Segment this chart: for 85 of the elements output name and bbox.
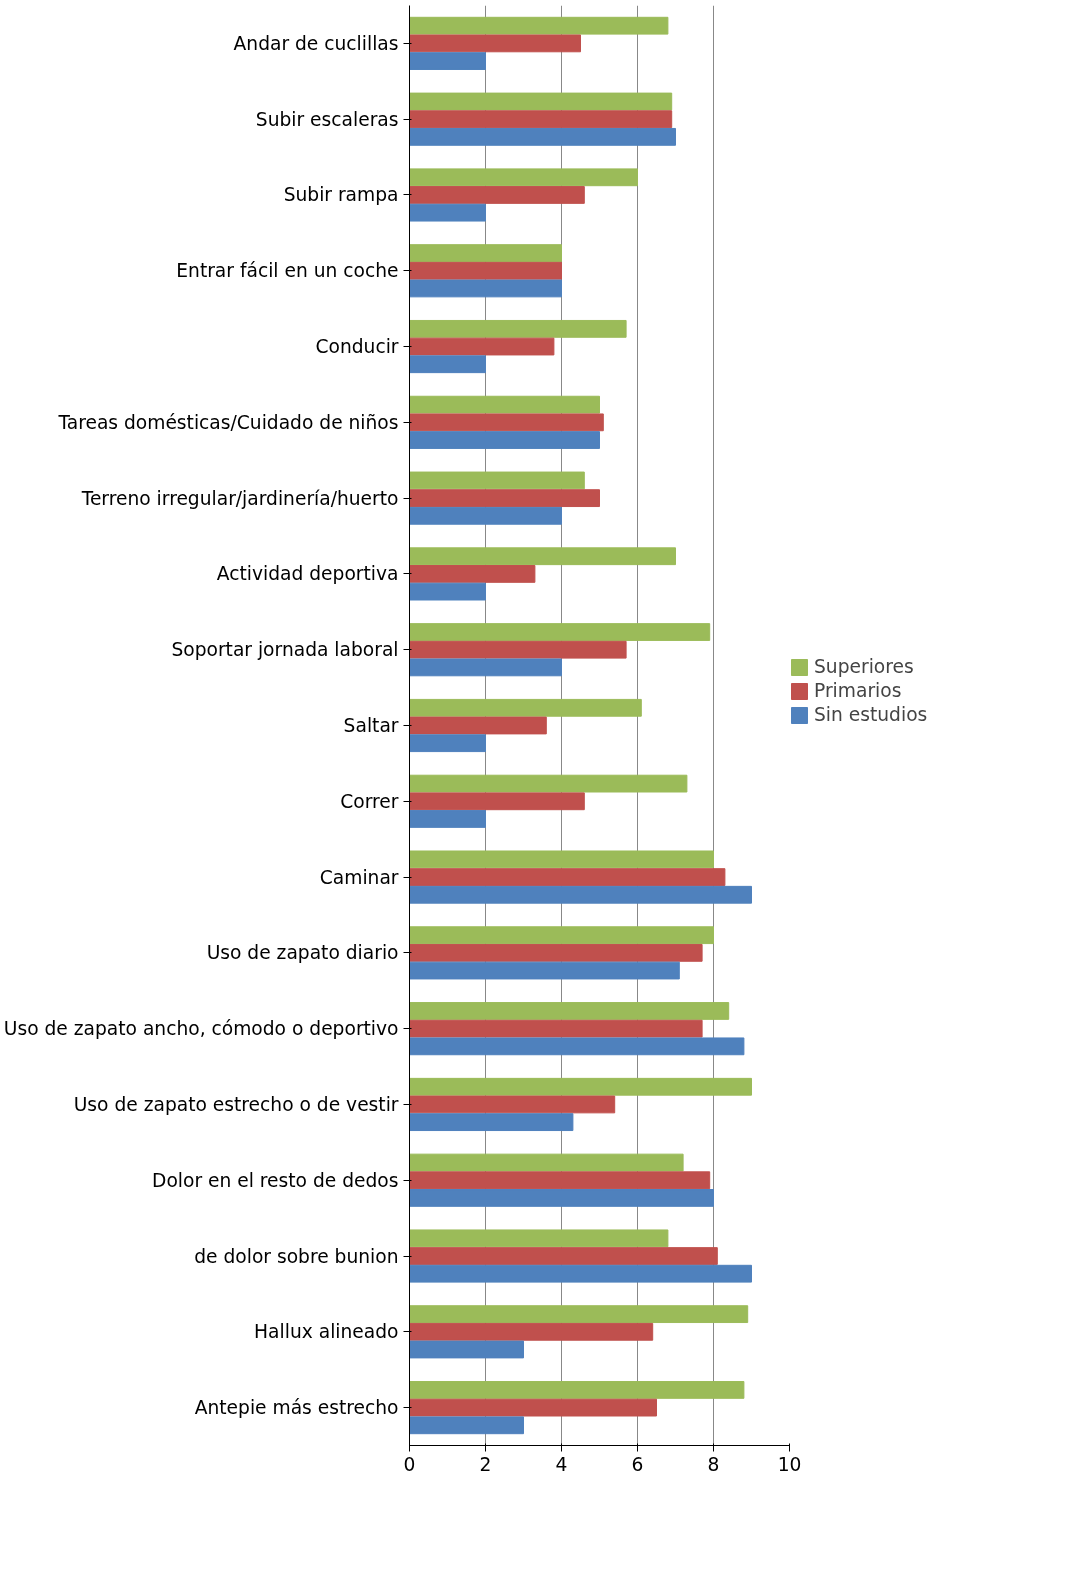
bar (409, 640, 627, 659)
bar (409, 203, 486, 222)
bar (409, 1171, 711, 1190)
bar (409, 1153, 684, 1172)
bar (409, 810, 486, 828)
bar (409, 943, 703, 962)
y-tick-label: de dolor sobre bunion (194, 1245, 399, 1267)
bar (409, 279, 562, 298)
bar (409, 1077, 752, 1096)
bar (409, 658, 562, 677)
bar (409, 489, 600, 508)
y-tick-label: Hallux alineado (254, 1321, 399, 1343)
bar (409, 431, 600, 449)
bar (409, 961, 680, 980)
y-tick-label: Subir escaleras (255, 108, 399, 130)
bar (409, 623, 711, 641)
bar (409, 1019, 703, 1038)
bar (409, 716, 547, 735)
y-tick-label: Correr (340, 790, 399, 812)
bar (409, 506, 562, 525)
y-tick-label: Terreno irregular/jardinería/huerto (80, 487, 399, 509)
bar (409, 52, 486, 70)
bar (409, 1322, 654, 1341)
y-tick-label: Saltar (343, 715, 399, 736)
x-tick-label: 8 (707, 1453, 720, 1475)
bar (409, 850, 714, 869)
y-tick-label: Subir rampa (283, 184, 399, 206)
bar (409, 92, 673, 111)
bar (409, 1247, 718, 1265)
x-tick-label: 4 (555, 1453, 568, 1475)
bar (409, 698, 642, 717)
bar (409, 319, 627, 338)
bar (409, 547, 676, 566)
bar (409, 1229, 669, 1248)
y-tick-label: Uso de zapato ancho, cómodo o deportivo (3, 1018, 399, 1040)
y-tick-label: Dolor en el resto de dedos (152, 1169, 399, 1191)
y-tick-label: Andar de cuclillas (233, 32, 399, 54)
bar (409, 471, 585, 490)
bar (409, 1340, 524, 1359)
bar (409, 244, 562, 262)
bar (409, 565, 536, 583)
y-tick-label: Soportar jornada laboral (171, 639, 399, 661)
bar (409, 355, 486, 374)
bar (409, 1416, 524, 1435)
bar (409, 1095, 616, 1114)
bar (409, 868, 726, 886)
bar (409, 734, 486, 753)
bar (409, 1264, 752, 1283)
bar (409, 110, 673, 129)
bar (409, 1381, 745, 1399)
bar (409, 395, 600, 414)
bar (409, 926, 714, 945)
bar (409, 261, 562, 280)
bar (409, 885, 752, 904)
bar (409, 186, 585, 204)
bar (409, 774, 688, 793)
bar (409, 127, 676, 146)
y-tick-label: Uso de zapato estrecho o de vestir (73, 1093, 399, 1115)
bar (409, 337, 555, 356)
y-tick-label: Tareas domésticas/Cuidado de niños (57, 411, 399, 433)
legend-label: Primarios (814, 680, 902, 701)
bar (409, 1002, 730, 1020)
y-tick-label: Uso de zapato diario (206, 942, 399, 964)
x-tick-label: 2 (479, 1453, 492, 1475)
bar (409, 1305, 749, 1324)
bar (409, 34, 581, 53)
bar (409, 792, 585, 811)
legend-label: Superiores (814, 656, 914, 677)
bar (409, 1189, 714, 1207)
bar (409, 168, 638, 187)
x-tick-label: 10 (777, 1453, 802, 1475)
bar (409, 582, 486, 601)
bar (409, 1037, 745, 1056)
y-tick-label: Conducir (315, 336, 399, 358)
y-tick-label: Antepie más estrecho (194, 1397, 399, 1419)
y-tick-label: Entrar fácil en un coche (176, 260, 399, 282)
y-tick-label: Actividad deportiva (216, 563, 399, 585)
bar (409, 1113, 574, 1132)
legend-label: Sin estudios (814, 704, 928, 725)
y-tick-label: Caminar (319, 866, 399, 888)
x-tick-label: 6 (631, 1453, 644, 1475)
bar (409, 413, 604, 432)
bar (409, 16, 669, 35)
bar (409, 1398, 657, 1417)
x-tick-label: 0 (403, 1453, 416, 1475)
